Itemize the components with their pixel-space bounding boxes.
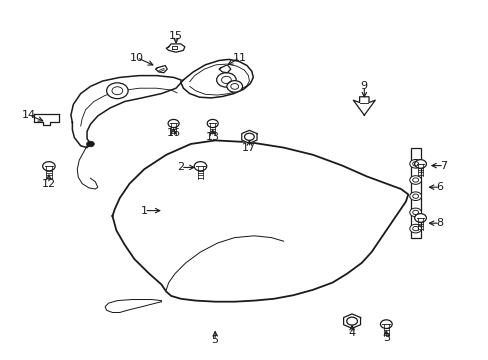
Circle shape bbox=[409, 208, 421, 217]
Text: 6: 6 bbox=[436, 182, 443, 192]
Text: 9: 9 bbox=[360, 81, 367, 91]
Circle shape bbox=[216, 73, 236, 87]
Polygon shape bbox=[219, 65, 230, 73]
Text: 17: 17 bbox=[242, 143, 256, 153]
Polygon shape bbox=[112, 140, 407, 302]
Text: 8: 8 bbox=[436, 218, 443, 228]
Polygon shape bbox=[181, 59, 253, 98]
Polygon shape bbox=[343, 314, 360, 328]
Circle shape bbox=[86, 141, 94, 147]
Polygon shape bbox=[166, 44, 184, 52]
Polygon shape bbox=[353, 97, 374, 115]
Text: 3: 3 bbox=[382, 333, 389, 343]
Text: 7: 7 bbox=[440, 161, 447, 171]
Circle shape bbox=[106, 83, 128, 99]
Text: 10: 10 bbox=[130, 53, 143, 63]
Circle shape bbox=[409, 176, 421, 184]
Text: 5: 5 bbox=[211, 335, 218, 345]
Circle shape bbox=[194, 162, 206, 171]
Text: 1: 1 bbox=[141, 206, 147, 216]
Polygon shape bbox=[241, 130, 257, 143]
Polygon shape bbox=[71, 76, 181, 148]
Circle shape bbox=[409, 224, 421, 233]
Circle shape bbox=[207, 120, 218, 127]
Circle shape bbox=[414, 159, 426, 168]
Text: 4: 4 bbox=[348, 328, 355, 338]
Circle shape bbox=[409, 159, 421, 168]
Text: 13: 13 bbox=[205, 132, 219, 142]
Text: 11: 11 bbox=[232, 53, 246, 63]
Bar bbox=[410, 148, 420, 238]
Circle shape bbox=[414, 213, 426, 222]
Polygon shape bbox=[105, 300, 161, 312]
Text: 15: 15 bbox=[169, 31, 183, 41]
Polygon shape bbox=[155, 66, 167, 73]
Text: 12: 12 bbox=[42, 179, 56, 189]
Circle shape bbox=[168, 120, 179, 127]
Circle shape bbox=[409, 192, 421, 201]
Text: 16: 16 bbox=[166, 128, 180, 138]
Circle shape bbox=[380, 320, 391, 328]
Text: 2: 2 bbox=[177, 162, 184, 172]
Circle shape bbox=[42, 162, 55, 171]
Circle shape bbox=[226, 81, 242, 92]
Text: 14: 14 bbox=[22, 110, 36, 120]
